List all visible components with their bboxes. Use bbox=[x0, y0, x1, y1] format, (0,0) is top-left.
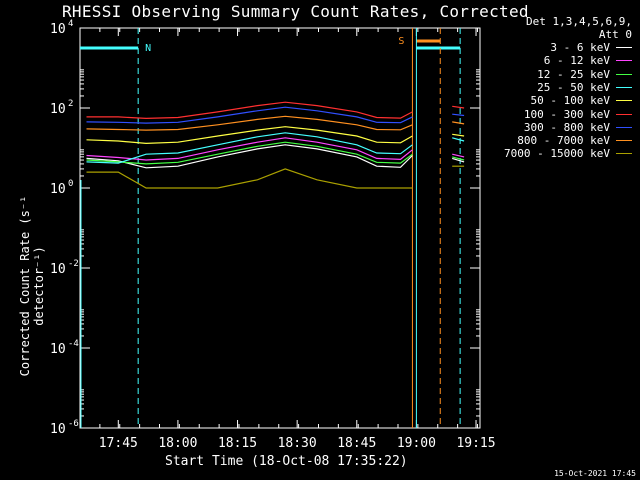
legend-swatch bbox=[616, 100, 632, 102]
series-line bbox=[86, 137, 413, 161]
legend-swatch bbox=[616, 60, 632, 62]
x-tick-label: 19:15 bbox=[456, 436, 495, 451]
legend-swatch bbox=[616, 86, 632, 88]
series-line bbox=[86, 106, 413, 124]
y-tick-label: 10 bbox=[50, 262, 66, 277]
series-line bbox=[452, 133, 465, 137]
legend-swatch bbox=[616, 126, 632, 128]
legend-label: 800 - 7000 keV bbox=[517, 134, 610, 148]
legend-label: 3 - 6 keV bbox=[550, 41, 610, 54]
y-tick-label: 10 bbox=[50, 102, 66, 117]
series-line bbox=[452, 113, 465, 117]
x-tick-label: 17:45 bbox=[99, 436, 138, 451]
legend-label: 12 - 25 keV bbox=[537, 67, 610, 81]
series-line bbox=[452, 153, 465, 158]
legend-label: 50 - 100 keV bbox=[530, 94, 610, 108]
plot-frame bbox=[79, 27, 481, 429]
series-line bbox=[86, 132, 413, 164]
legend-label: 100 - 300 keV bbox=[523, 107, 610, 121]
y-tick-exponent: 2 bbox=[68, 99, 73, 109]
legend-item: 300 - 800 keV bbox=[524, 121, 632, 134]
interval-bars: NS bbox=[80, 28, 461, 428]
y-tick-exponent: -6 bbox=[68, 419, 79, 429]
legend-label: 300 - 800 keV bbox=[523, 120, 610, 134]
series-line bbox=[86, 168, 413, 189]
series-line bbox=[86, 115, 413, 131]
series-line bbox=[452, 137, 465, 142]
y-tick-exponent: -2 bbox=[68, 259, 79, 269]
series-line bbox=[452, 105, 465, 109]
series-lines bbox=[86, 101, 465, 189]
legend-swatch bbox=[616, 153, 632, 155]
legend-item: 50 - 100 keV bbox=[531, 94, 632, 107]
x-tick-label: 18:15 bbox=[218, 436, 257, 451]
x-tick-label: 18:00 bbox=[158, 436, 197, 451]
legend-item: 6 - 12 keV bbox=[544, 54, 632, 67]
legend-item: 7000 - 15000 keV bbox=[504, 147, 632, 160]
legend-item: 3 - 6 keV bbox=[550, 41, 632, 54]
legend-item: 100 - 300 keV bbox=[524, 108, 632, 121]
legend-label: 6 - 12 keV bbox=[543, 54, 610, 68]
legend-swatch bbox=[616, 140, 632, 142]
x-tick-label: 18:30 bbox=[278, 436, 317, 451]
legend-item: 800 - 7000 keV bbox=[517, 134, 632, 147]
x-tick-label: 19:00 bbox=[397, 436, 436, 451]
y-tick-label: 10 bbox=[50, 22, 66, 37]
y-axis-label: Corrected Count Rate (s⁻¹ detector⁻¹) bbox=[18, 195, 46, 377]
series-line bbox=[86, 141, 413, 165]
x-axis: 17:45 18:00 18:15 18:30 18:45 19:00 19:15 bbox=[79, 28, 496, 451]
night-marker-label: N bbox=[145, 43, 151, 54]
chart-title: RHESSI Observing Summary Count Rates, Co… bbox=[62, 2, 529, 21]
saa-marker-label: S bbox=[398, 36, 404, 47]
legend-header-line2: Att 0 bbox=[598, 28, 632, 41]
series-line bbox=[86, 101, 413, 120]
legend-item: 12 - 25 keV bbox=[537, 68, 632, 81]
legend-header-line1: Det 1,3,4,5,6,9, bbox=[526, 15, 632, 28]
legend-item: 25 - 50 keV bbox=[537, 81, 632, 94]
legend-label: 25 - 50 keV bbox=[537, 80, 610, 94]
x-tick-label: 18:45 bbox=[337, 436, 376, 451]
legend-label: 7000 - 15000 keV bbox=[504, 147, 610, 161]
footer-timestamp: 15-Oct-2021 17:45 bbox=[554, 469, 636, 478]
y-tick-exponent: -4 bbox=[68, 339, 79, 349]
y-tick-label: 10 bbox=[50, 342, 66, 357]
y-tick-label: 10 bbox=[50, 422, 66, 437]
series-line bbox=[452, 157, 465, 163]
y-tick-label: 10 bbox=[50, 182, 66, 197]
legend-swatch bbox=[616, 113, 632, 115]
y-tick-exponent: 0 bbox=[68, 179, 73, 189]
series-line bbox=[452, 156, 465, 161]
y-tick-exponent: 4 bbox=[68, 19, 73, 29]
legend-swatch bbox=[616, 73, 632, 75]
x-axis-label: Start Time (18-Oct-08 17:35:22) bbox=[165, 454, 408, 469]
series-line bbox=[86, 144, 413, 169]
legend-swatch bbox=[616, 47, 632, 48]
series-line bbox=[452, 121, 465, 125]
series-line bbox=[86, 126, 413, 145]
